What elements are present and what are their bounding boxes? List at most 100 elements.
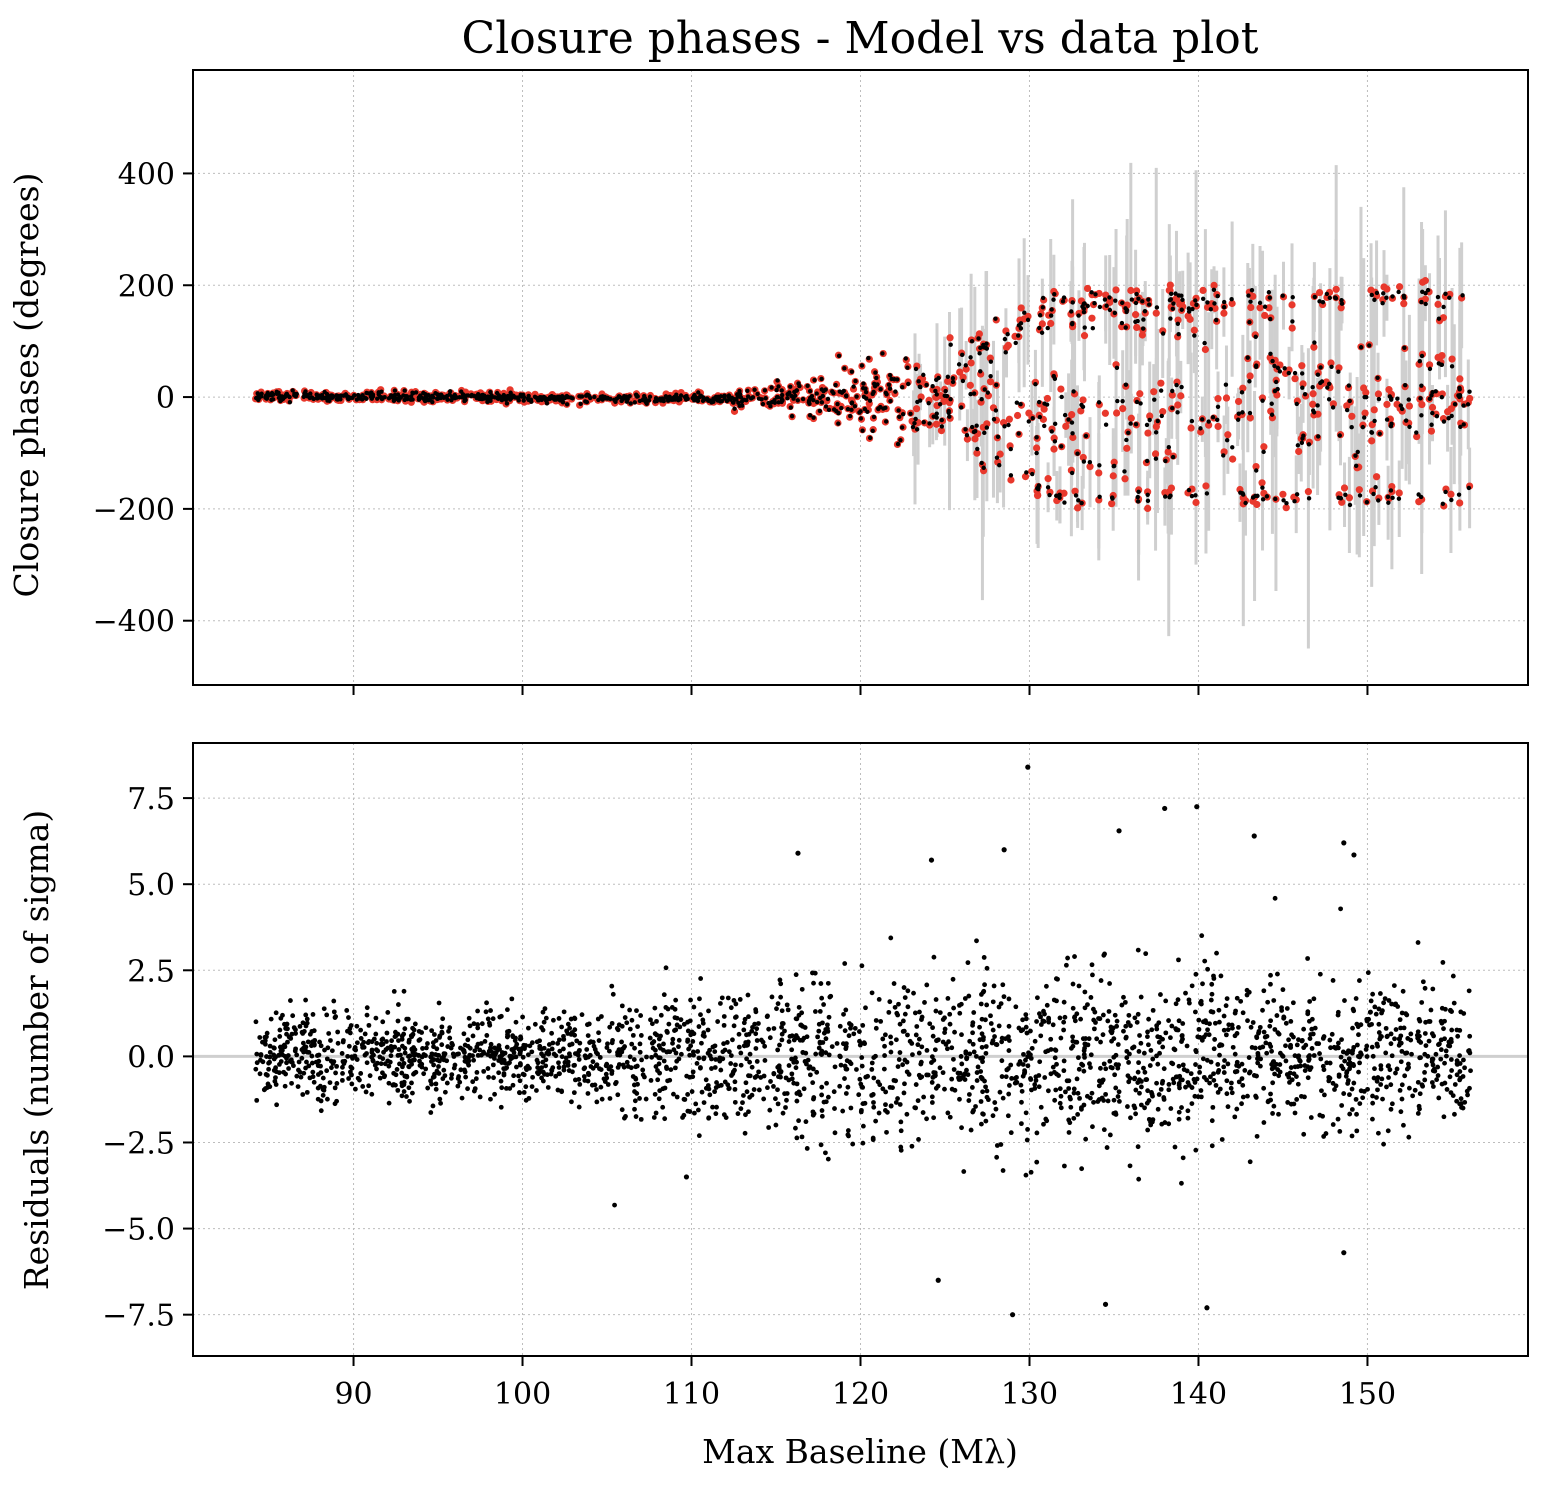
residual-point <box>994 1042 1000 1048</box>
data-point <box>740 403 745 408</box>
residual-point <box>947 1114 953 1120</box>
data-point <box>265 394 270 399</box>
residual-point <box>556 1065 562 1070</box>
residual-point <box>445 1044 451 1049</box>
residual-point <box>700 1017 706 1023</box>
residual-point <box>384 1039 389 1044</box>
residual-point <box>1346 1049 1352 1055</box>
residual-point <box>697 996 702 1002</box>
residual-point <box>467 1023 473 1029</box>
residual-point <box>423 1025 429 1031</box>
residual-point <box>978 1069 984 1074</box>
data-point <box>1433 389 1438 394</box>
residual-point <box>942 1030 948 1036</box>
data-point <box>1257 300 1263 306</box>
residual-point <box>1403 1050 1408 1056</box>
residual-point <box>789 1056 795 1062</box>
residual-point <box>1434 1077 1440 1083</box>
data-point <box>1141 317 1146 322</box>
residual-point <box>1020 1062 1026 1067</box>
residual-point <box>742 1130 748 1136</box>
residual-point <box>253 1019 259 1025</box>
data-point <box>667 394 672 399</box>
model-point <box>1088 314 1096 322</box>
data-point <box>859 363 865 368</box>
residual-point <box>1071 1115 1077 1121</box>
data-point <box>797 383 802 389</box>
residual-point <box>1179 1039 1184 1044</box>
residual-point <box>377 1075 383 1081</box>
data-point <box>1423 290 1428 296</box>
residual-point <box>699 1040 704 1046</box>
residual-point <box>870 1092 876 1097</box>
residual-point <box>1222 1058 1227 1063</box>
residual-point <box>1154 1026 1160 1032</box>
residual-point <box>1441 1026 1446 1032</box>
residual-point <box>846 1133 851 1139</box>
data-point <box>779 396 784 401</box>
data-point <box>732 406 737 411</box>
residual-point <box>967 1038 973 1044</box>
residual-point <box>848 1061 854 1067</box>
residual-point <box>318 1043 324 1049</box>
data-point <box>1420 289 1425 294</box>
model-point <box>1370 406 1378 414</box>
data-point <box>1221 299 1227 305</box>
residual-point <box>983 1118 989 1124</box>
residual-point <box>438 1100 443 1106</box>
residual-point <box>869 990 875 996</box>
residual-point <box>774 1006 779 1012</box>
residual-point <box>803 1119 809 1125</box>
residual-point <box>1050 1064 1056 1070</box>
residual-point <box>1429 1080 1435 1085</box>
data-point <box>1054 493 1059 498</box>
data-point <box>1052 421 1058 427</box>
data-point <box>1129 297 1134 302</box>
residual-point <box>389 1048 394 1053</box>
residual-point <box>1105 1098 1111 1104</box>
data-point <box>1037 313 1043 318</box>
residual-point <box>898 1144 904 1150</box>
residual-point <box>640 1067 646 1073</box>
data-point <box>1367 343 1372 348</box>
model-point <box>1282 504 1290 512</box>
data-point <box>676 398 681 403</box>
residual-point <box>893 1037 899 1043</box>
residual-point <box>745 992 751 998</box>
data-point <box>1049 307 1054 312</box>
data-point <box>830 389 835 394</box>
residual-point <box>937 1010 943 1015</box>
residual-point <box>925 1072 931 1078</box>
data-point <box>1221 453 1226 458</box>
data-point <box>270 397 276 402</box>
residual-point <box>1124 1055 1130 1061</box>
residual-point <box>1335 1012 1341 1018</box>
residual-point <box>594 1087 599 1092</box>
residual-point <box>1125 1104 1130 1109</box>
residual-point <box>485 1016 491 1022</box>
data-point <box>382 395 387 400</box>
data-point <box>994 455 1000 460</box>
residual-point <box>1006 1034 1011 1040</box>
residual-point <box>661 1058 667 1064</box>
residual-point <box>677 1024 683 1030</box>
residual-point <box>258 1052 264 1057</box>
residual-point <box>1147 1063 1153 1068</box>
residual-point <box>1124 1048 1130 1054</box>
model-point <box>1192 498 1200 507</box>
residual-point <box>1351 1080 1357 1086</box>
residual-point <box>685 1028 691 1034</box>
residual-point <box>349 1081 355 1087</box>
residual-point <box>1209 991 1215 997</box>
residual-point <box>1234 995 1240 1001</box>
data-point <box>1312 340 1317 345</box>
residual-point <box>1086 1036 1092 1042</box>
residual-point <box>1181 1067 1187 1072</box>
model-point <box>1427 427 1436 435</box>
residual-point <box>526 1095 532 1101</box>
residual-point <box>1446 1039 1452 1045</box>
residual-point <box>1107 981 1112 986</box>
residual-point <box>1041 1008 1046 1014</box>
residual-point <box>273 1010 279 1016</box>
residual-point <box>581 1074 587 1079</box>
